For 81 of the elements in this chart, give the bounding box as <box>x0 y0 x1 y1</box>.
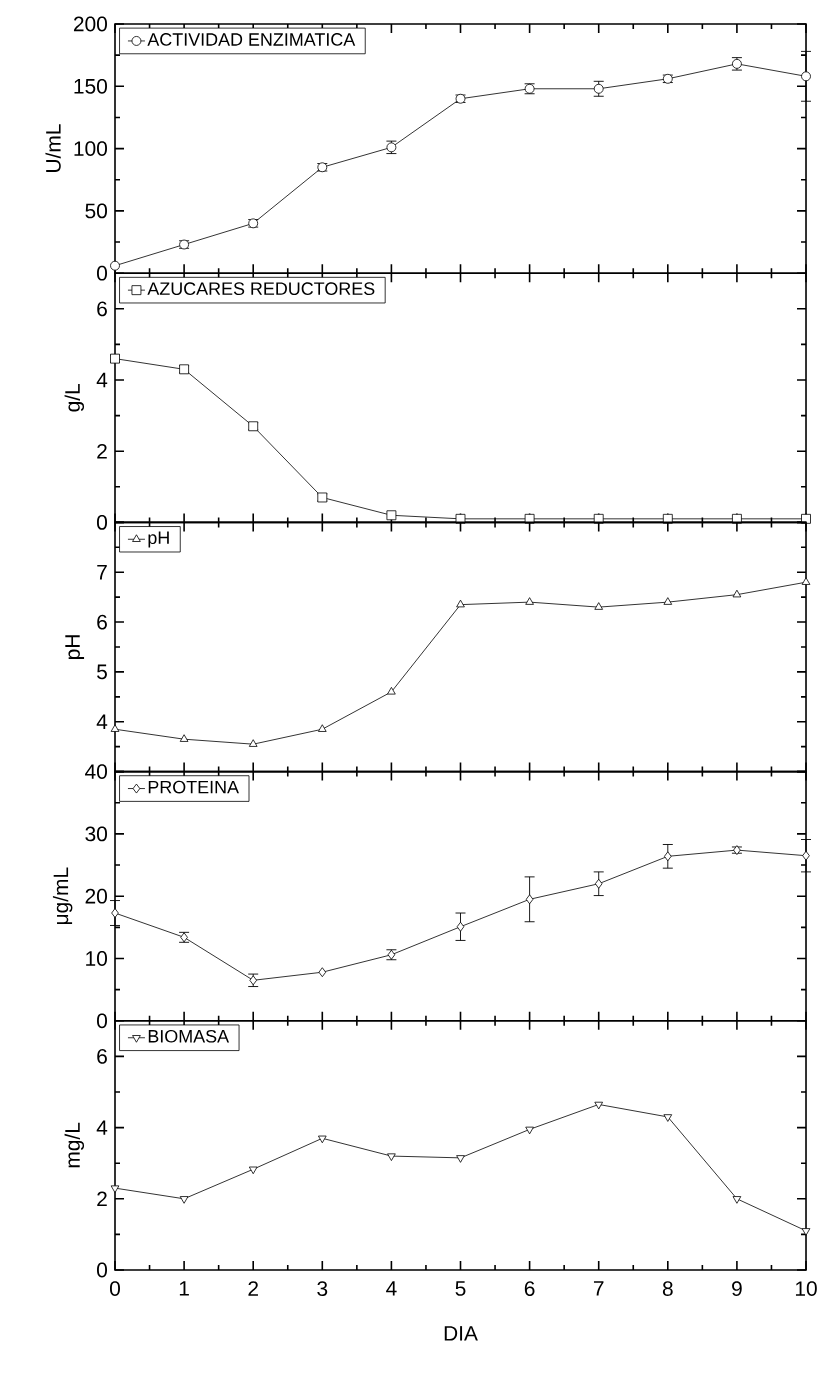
point <box>594 602 604 610</box>
y-tick-label: 4 <box>96 714 108 729</box>
x-tick-label: 6 <box>524 1281 535 1296</box>
x-tick-label: 0 <box>110 1281 120 1296</box>
y-tick-label: 4 <box>96 1120 108 1135</box>
y-axis-title: g/L <box>64 383 85 412</box>
y-tick-label: 2 <box>97 1191 107 1207</box>
y-axis-title: pH <box>65 635 85 660</box>
y-tick-label: 200 <box>73 16 107 32</box>
point <box>456 1155 465 1163</box>
y-tick-label: 2 <box>97 443 107 459</box>
y-tick-label: 6 <box>97 1048 107 1064</box>
point <box>662 513 673 524</box>
y-tick-label: 50 <box>85 203 107 219</box>
point <box>456 921 465 932</box>
point <box>593 513 604 524</box>
point <box>525 597 534 605</box>
x-tick-label: 8 <box>662 1281 673 1296</box>
y-axis-title: U/mL <box>45 124 61 172</box>
legend-label: BIOMASA <box>148 1029 230 1043</box>
point <box>110 260 120 271</box>
point <box>525 894 534 905</box>
y-tick-label: 6 <box>97 301 107 317</box>
point <box>455 513 466 524</box>
legend-label: ACTIVIDAD ENZIMATICA <box>147 33 356 46</box>
x-tick-label: 9 <box>732 1281 742 1296</box>
legend-label: PROTEINA <box>148 780 239 794</box>
y-tick-label: 0 <box>97 1013 108 1029</box>
x-tick-label: 4 <box>386 1281 397 1296</box>
legend-label: pH <box>148 531 169 548</box>
point <box>179 1196 189 1204</box>
point <box>179 734 189 742</box>
x-tick-label: 10 <box>795 1281 817 1296</box>
y-tick-label: 6 <box>97 614 107 630</box>
y-tick-label: 0 <box>97 265 108 281</box>
point <box>387 686 396 695</box>
y-tick-label: 30 <box>85 826 107 842</box>
point <box>594 878 603 889</box>
y-axis-title: mg/L <box>64 1122 85 1168</box>
point <box>732 513 742 524</box>
y-tick-label: 5 <box>97 664 107 680</box>
point <box>525 1126 534 1135</box>
point <box>732 1196 742 1204</box>
x-axis-title: DIA <box>444 1326 478 1341</box>
point <box>801 71 811 82</box>
y-tick-label: 10 <box>86 951 107 966</box>
y-tick-label: 20 <box>85 888 107 904</box>
point <box>456 599 465 608</box>
point <box>110 1185 120 1194</box>
y-tick-label: 4 <box>96 372 108 388</box>
point <box>248 739 258 747</box>
point <box>248 1166 258 1175</box>
point <box>801 1228 811 1236</box>
x-tick-label: 2 <box>248 1281 258 1296</box>
y-axis-title: μg/mL <box>52 867 73 925</box>
point <box>663 597 673 605</box>
legend-label: AZUCARES REDUCTORES <box>147 282 375 296</box>
y-tick-label: 0 <box>97 514 108 530</box>
point <box>111 908 119 918</box>
y-tick-label: 7 <box>97 565 107 580</box>
point <box>318 967 327 978</box>
x-tick-label: 1 <box>179 1281 189 1296</box>
point <box>318 724 327 732</box>
y-tick-label: 100 <box>74 141 107 156</box>
point <box>594 1101 604 1110</box>
y-tick-label: 0 <box>97 1262 108 1278</box>
y-tick-label: 40 <box>85 764 107 779</box>
point <box>801 513 811 524</box>
point <box>663 1114 673 1122</box>
x-tick-label: 5 <box>455 1281 466 1296</box>
x-tick-label: 3 <box>317 1281 328 1296</box>
x-tick-label: 7 <box>593 1281 604 1296</box>
point <box>664 851 672 862</box>
point <box>387 1153 396 1161</box>
point <box>732 589 742 598</box>
point <box>386 510 397 521</box>
point <box>318 1135 327 1144</box>
point <box>110 724 120 732</box>
y-tick-label: 150 <box>74 78 107 94</box>
point <box>801 577 811 585</box>
point <box>524 513 535 524</box>
